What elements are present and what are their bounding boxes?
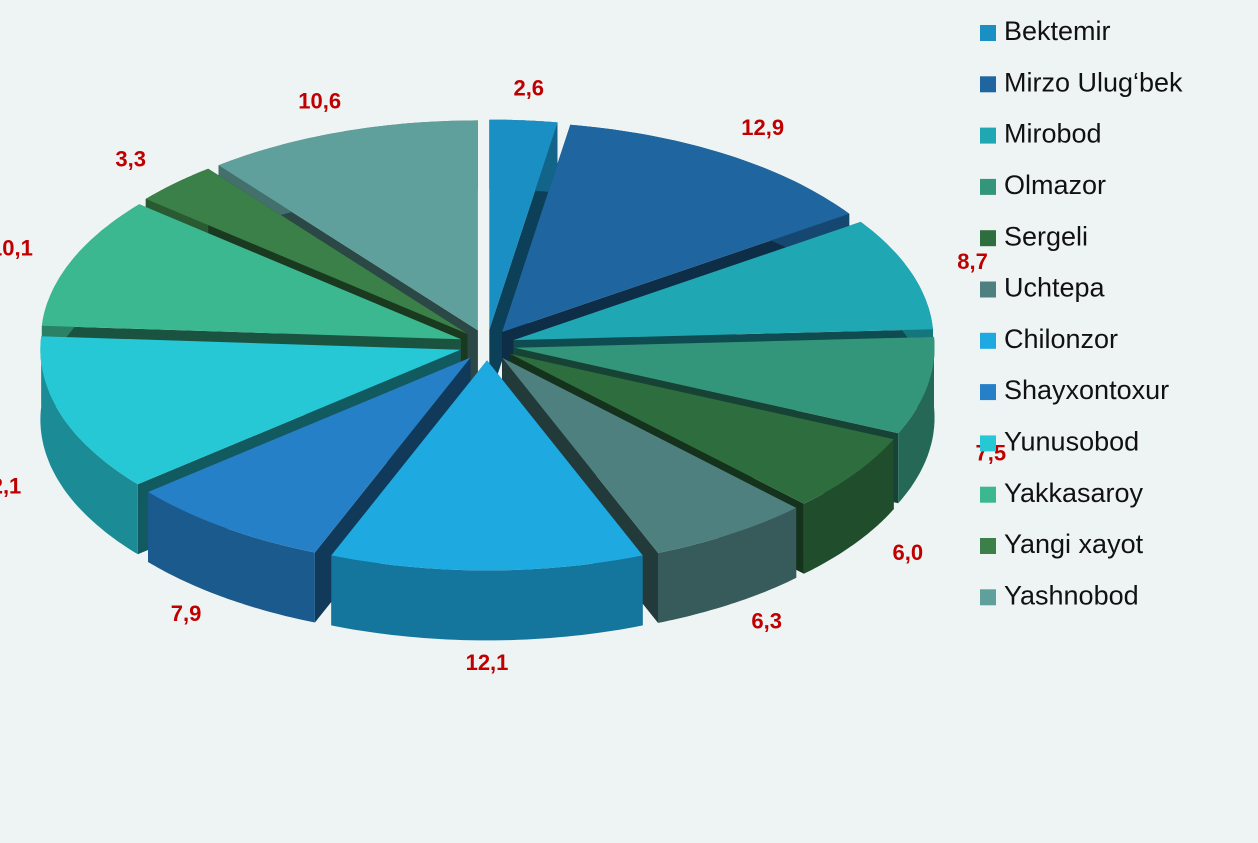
legend-label: Uchtepa	[1004, 273, 1106, 303]
legend-label: Olmazor	[1004, 170, 1106, 200]
legend-label: Yakkasaroy	[1004, 478, 1144, 508]
slice-wall	[331, 555, 643, 641]
slice	[218, 120, 478, 331]
slice	[502, 357, 797, 553]
legend-label: Bektemir	[1004, 16, 1111, 46]
legend-swatch	[980, 384, 996, 401]
value-label: 6,3	[751, 608, 782, 633]
slice-wall	[148, 492, 315, 623]
value-label: 10,6	[298, 89, 341, 114]
legend-label: Sergeli	[1004, 221, 1088, 251]
legend-swatch	[980, 178, 996, 195]
slice-wall	[658, 507, 797, 623]
legend-swatch	[980, 538, 996, 554]
legend-label: Chilonzor	[1004, 324, 1118, 354]
value-label: 12,1	[0, 473, 21, 498]
slice	[489, 119, 558, 330]
legend-swatch	[980, 127, 996, 144]
slice	[502, 124, 850, 332]
legend-swatch	[980, 76, 996, 93]
legend-label: Yunusobod	[1004, 427, 1139, 457]
value-label: 12,9	[741, 115, 784, 140]
slice	[513, 221, 933, 341]
value-label: 7,9	[171, 601, 202, 626]
slice-wall	[40, 336, 138, 555]
legend-swatch	[980, 486, 996, 503]
legend-label: Mirobod	[1004, 119, 1102, 149]
slice	[145, 168, 468, 334]
legend-label: Yangi xayot	[1004, 529, 1144, 559]
value-label: 3,3	[115, 147, 146, 172]
value-label: 6,0	[892, 540, 923, 565]
legend-swatch	[980, 25, 996, 41]
legend-swatch	[980, 435, 996, 452]
value-label: 2,6	[513, 75, 544, 100]
slice-wall	[898, 336, 935, 504]
slice	[148, 357, 471, 553]
legend-label: Shayxontoxur	[1004, 375, 1169, 405]
value-label: 8,7	[957, 249, 988, 274]
slice	[41, 204, 462, 340]
slice	[40, 336, 461, 485]
legend-label: Yashnobod	[1004, 580, 1139, 610]
value-label: 12,1	[466, 650, 509, 675]
slice	[331, 360, 643, 571]
legend-swatch	[980, 281, 996, 298]
slice	[510, 353, 894, 504]
legend-swatch	[980, 332, 996, 349]
legend-swatch	[980, 230, 996, 247]
value-label: 10,1	[0, 235, 33, 260]
slice-wall	[803, 439, 894, 574]
legend-label: Mirzo Ulug‘bek	[1004, 67, 1183, 97]
legend-swatch	[980, 589, 996, 606]
slice	[514, 336, 935, 434]
